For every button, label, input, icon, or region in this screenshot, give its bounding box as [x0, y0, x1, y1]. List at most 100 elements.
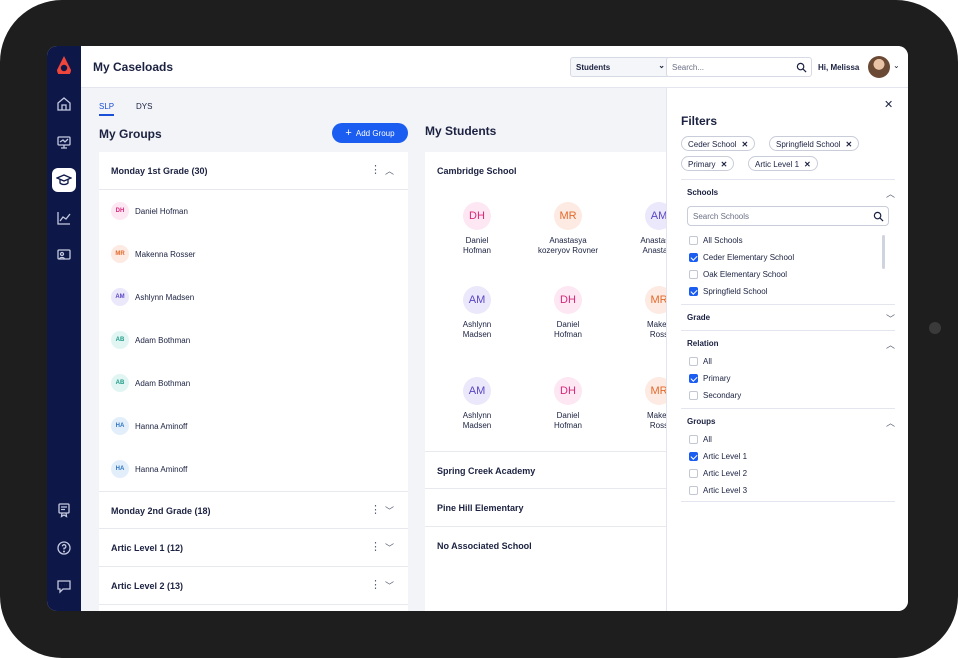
checkbox[interactable] [689, 486, 698, 495]
monitor-icon[interactable] [52, 130, 76, 154]
more-vertical-icon[interactable]: ⋮ [370, 504, 381, 516]
checkbox[interactable] [689, 391, 698, 400]
tab-dys[interactable]: DYS [136, 102, 153, 111]
certificate-icon[interactable] [52, 498, 76, 522]
grade-section[interactable]: Grade ﹀ [681, 304, 895, 330]
user-avatar[interactable] [868, 56, 890, 78]
student-card[interactable]: DH Daniel Hofman [523, 286, 613, 340]
student-first-name: Daniel [465, 236, 489, 245]
filter-chip-label: Artic Level 1 [755, 160, 800, 169]
group-option[interactable]: Artic Level 1 [689, 451, 747, 462]
relation-option[interactable]: Primary [689, 373, 731, 384]
student-card[interactable]: AM Ashlynn Madsen [432, 377, 522, 431]
group-header[interactable]: Artic Level 1 (12) ⋮ ﹀ [99, 529, 408, 567]
chevron-up-icon[interactable]: ︿ [885, 340, 895, 350]
filter-chip[interactable]: Artic Level 1 ✕ [748, 156, 818, 171]
chevron-down-icon[interactable]: ﹀ [385, 543, 395, 553]
more-vertical-icon[interactable]: ⋮ [370, 164, 381, 176]
tab-slp[interactable]: SLP [99, 102, 115, 116]
groups-filter-section: Groups ︿ [681, 408, 895, 502]
section-title: Groups [687, 417, 716, 426]
more-vertical-icon[interactable]: ⋮ [370, 541, 381, 553]
filters-title: Filters [681, 114, 718, 128]
remove-icon[interactable]: ✕ [845, 140, 853, 149]
student-initials: AM [463, 377, 491, 405]
school-section[interactable]: Cambridge School [425, 152, 675, 190]
chevron-down-icon[interactable]: ⌄ [893, 61, 900, 70]
group-option[interactable]: All [689, 434, 712, 445]
checkbox[interactable] [689, 357, 698, 366]
group-student-item[interactable]: HA Hanna Aminoff [111, 417, 187, 435]
checkbox[interactable] [689, 236, 698, 245]
chart-icon[interactable] [52, 206, 76, 230]
more-vertical-icon[interactable]: ⋮ [370, 579, 381, 591]
checkbox[interactable] [689, 469, 698, 478]
group-option[interactable]: Artic Level 3 [689, 485, 747, 496]
view-select[interactable]: Students ⌄ [570, 57, 670, 77]
section-title: Grade [687, 313, 711, 322]
student-name: Adam Bothman [135, 335, 191, 345]
student-card[interactable]: MR Anastasya kozeryov Rovner [523, 202, 613, 256]
school-option[interactable]: Ceder Elementary School [689, 252, 794, 263]
chat-icon[interactable] [52, 574, 76, 598]
filter-chip[interactable]: Springfield School ✕ [769, 136, 860, 151]
school-option[interactable]: All Schools [689, 235, 743, 246]
group-student-item[interactable]: AB Adam Bothman [111, 331, 190, 349]
group-student-item[interactable]: AB Adam Bothman [111, 374, 190, 392]
view-select-value: Students [576, 63, 611, 72]
group-header[interactable]: Monday 2nd Grade (18) ⋮ ﹀ [99, 491, 408, 529]
group-header[interactable]: Artic Level 2 (13) ⋮ ﹀ [99, 567, 408, 605]
student-card[interactable]: AM Ashlynn Madsen [432, 286, 522, 340]
plus-icon: + [345, 127, 352, 139]
student-name: Hanna Aminoff [135, 464, 188, 474]
group-student-item[interactable]: MR Makenna Rosser [111, 245, 195, 263]
relation-option[interactable]: Secondary [689, 390, 741, 401]
add-group-button[interactable]: + Add Group [332, 123, 408, 143]
student-initials: AB [111, 374, 129, 392]
checkbox[interactable] [689, 287, 698, 296]
remove-icon[interactable]: ✕ [804, 160, 811, 169]
group-option[interactable]: Artic Level 2 [689, 468, 747, 479]
group-header[interactable]: Monday 1st Grade (30) ⋮ ︿ [99, 152, 408, 190]
student-last-name: Hofman [553, 421, 582, 430]
checkbox[interactable] [689, 270, 698, 279]
checkbox[interactable] [689, 435, 698, 444]
chevron-up-icon[interactable]: ︿ [885, 418, 895, 428]
scrollbar[interactable] [882, 235, 885, 269]
chevron-down-icon[interactable]: ﹀ [385, 581, 395, 591]
chevron-up-icon[interactable]: ︿ [385, 166, 395, 176]
relation-section: Relation ︿ [681, 330, 895, 408]
chevron-down-icon[interactable]: ﹀ [385, 506, 395, 516]
group-student-item[interactable]: HA Hanna Aminoff [111, 460, 187, 478]
student-initials: HA [111, 417, 129, 435]
school-search-input[interactable]: Search Schools [687, 206, 889, 226]
graduation-cap-icon[interactable] [52, 168, 76, 192]
chevron-down-icon[interactable]: ﹀ [885, 314, 895, 324]
school-option[interactable]: Oak Elementary School [689, 269, 787, 280]
filter-chip[interactable]: Ceder School ✕ [681, 136, 756, 151]
chevron-up-icon[interactable]: ︿ [885, 189, 895, 199]
school-section[interactable]: Pine Hill Elementary [425, 489, 675, 527]
remove-icon[interactable]: ✕ [741, 140, 749, 149]
option-label: Ceder Elementary School [703, 253, 795, 262]
student-card[interactable]: DH Daniel Hofman [523, 377, 613, 431]
checkbox[interactable] [689, 374, 698, 383]
chevron-down-icon: ⌄ [658, 61, 665, 70]
help-icon[interactable] [52, 536, 76, 560]
checkbox[interactable] [689, 253, 698, 262]
remove-icon[interactable]: ✕ [720, 160, 728, 169]
filter-chip[interactable]: Primary ✕ [681, 156, 735, 171]
group-student-item[interactable]: DH Daniel Hofman [111, 202, 188, 220]
checkbox[interactable] [689, 452, 698, 461]
school-section[interactable]: No Associated School [425, 527, 675, 565]
school-section[interactable]: Spring Creek Academy [425, 451, 675, 489]
student-initials: HA [111, 460, 129, 478]
group-student-item[interactable]: AM Ashlynn Madsen [111, 288, 194, 306]
school-option[interactable]: Springfield School [689, 286, 767, 297]
relation-option[interactable]: All [689, 356, 712, 367]
student-card[interactable]: DH Daniel Hofman [432, 202, 522, 256]
home-icon[interactable] [52, 92, 76, 116]
close-icon[interactable]: ✕ [884, 99, 894, 111]
presentation-icon[interactable] [52, 244, 76, 268]
search-input[interactable]: Search... [666, 57, 812, 77]
